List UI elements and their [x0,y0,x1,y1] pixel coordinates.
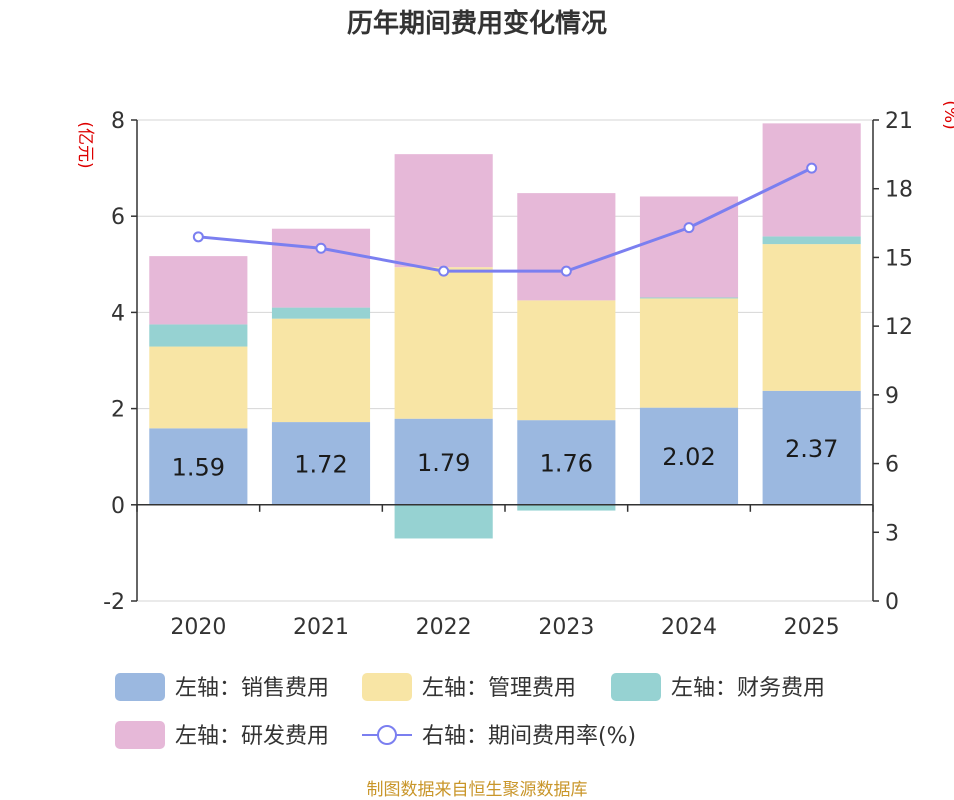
right-tick-label: 21 [885,109,913,134]
legend-swatch [362,673,412,701]
expense-rate-point [192,231,204,243]
bar-2025-series-0 [762,390,861,505]
right-axis-unit: (%) [940,100,954,129]
x-tick-label: 2021 [293,615,349,640]
right-tick-label: 0 [885,590,899,615]
legend-label: 左轴：研发费用 [175,724,329,749]
legend-swatch [115,721,165,749]
expense-rate-point [683,222,695,234]
bar-2022-series-1 [394,267,493,419]
bar-2020-series-2 [149,324,248,347]
grid-lines [137,119,873,602]
bar-2021-series-2 [271,307,371,319]
bar-2020-series-0 [149,428,248,505]
expense-rate-point [315,242,327,254]
x-tick-label: 2024 [661,615,717,640]
left-tick-label: 4 [111,301,125,326]
bar-2021-series-3 [271,228,371,308]
expense-rate-line [192,162,818,277]
bar-2022-series-3 [394,154,493,268]
left-tick-label: 8 [111,109,125,134]
sales-value-label: 1.76 [540,449,593,477]
expense-rate-point [806,162,818,174]
sales-value-label: 2.37 [785,435,838,463]
bar-2024-series-1 [639,298,739,408]
bar-2020-series-1 [149,346,248,429]
sales-value-label: 2.02 [662,443,715,471]
legend-label: 左轴：销售费用 [175,676,329,701]
bar-2023-series-3 [517,193,616,301]
bar-2024-series-0 [639,407,739,505]
left-tick-label: 0 [111,494,125,519]
expense-rate-point [560,265,572,277]
bar-2023-series-0 [517,420,616,505]
axes: -2 0 2 4 6 8 0 3 6 9 12 15 18 21 2020 2021 2022 2023 2024 2… [103,109,913,640]
legend-swatch [115,673,165,701]
x-tick-label: 2023 [538,615,594,640]
sales-value-label: 1.59 [172,454,225,482]
sales-value-label: 1.79 [417,449,470,477]
bar-2021-series-1 [271,318,371,423]
bar-2020-series-3 [149,256,248,325]
right-tick-label: 9 [885,384,899,409]
legend-marker [377,725,397,745]
right-tick-label: 3 [885,521,899,546]
legend-label: 左轴：管理费用 [422,676,576,701]
chart-title: 历年期间费用变化情况 [347,8,607,39]
bar-2025-series-1 [762,244,861,391]
left-axis-unit: (亿元) [75,121,95,168]
bar-2024-series-2 [639,297,739,299]
bar-2023-series-1 [517,300,616,421]
legend-swatch [611,673,661,701]
legend-label: 右轴：期间费用率(%) [422,724,636,749]
bar-2025-series-2 [762,236,861,245]
legend-label: 左轴：财务费用 [671,676,825,701]
left-tick-label: 6 [111,205,125,230]
expense-rate-point [438,265,450,277]
right-tick-label: 12 [885,315,913,340]
right-tick-label: 6 [885,453,899,478]
x-tick-label: 2022 [416,615,472,640]
bar-2021-series-0 [271,422,371,505]
bar-2023-series-2 [517,504,616,511]
sales-value-label: 1.72 [294,450,347,478]
bar-2025-series-3 [762,123,861,237]
x-tick-label: 2025 [784,615,840,640]
expense-rate-polyline [198,166,813,273]
right-tick-label: 15 [885,246,913,271]
bar-2022-series-0 [394,418,493,505]
left-tick-label: 2 [111,398,125,423]
left-tick-label: -2 [103,590,125,615]
data-source: 制图数据来自恒生聚源数据库 [367,780,588,800]
bar-value-labels: 1.59 1.72 1.79 1.76 2.02 2.37 [172,435,839,482]
right-tick-label: 18 [885,178,913,203]
bar-2022-series-2 [394,504,493,539]
x-tick-label: 2020 [170,615,226,640]
bars [149,123,861,539]
